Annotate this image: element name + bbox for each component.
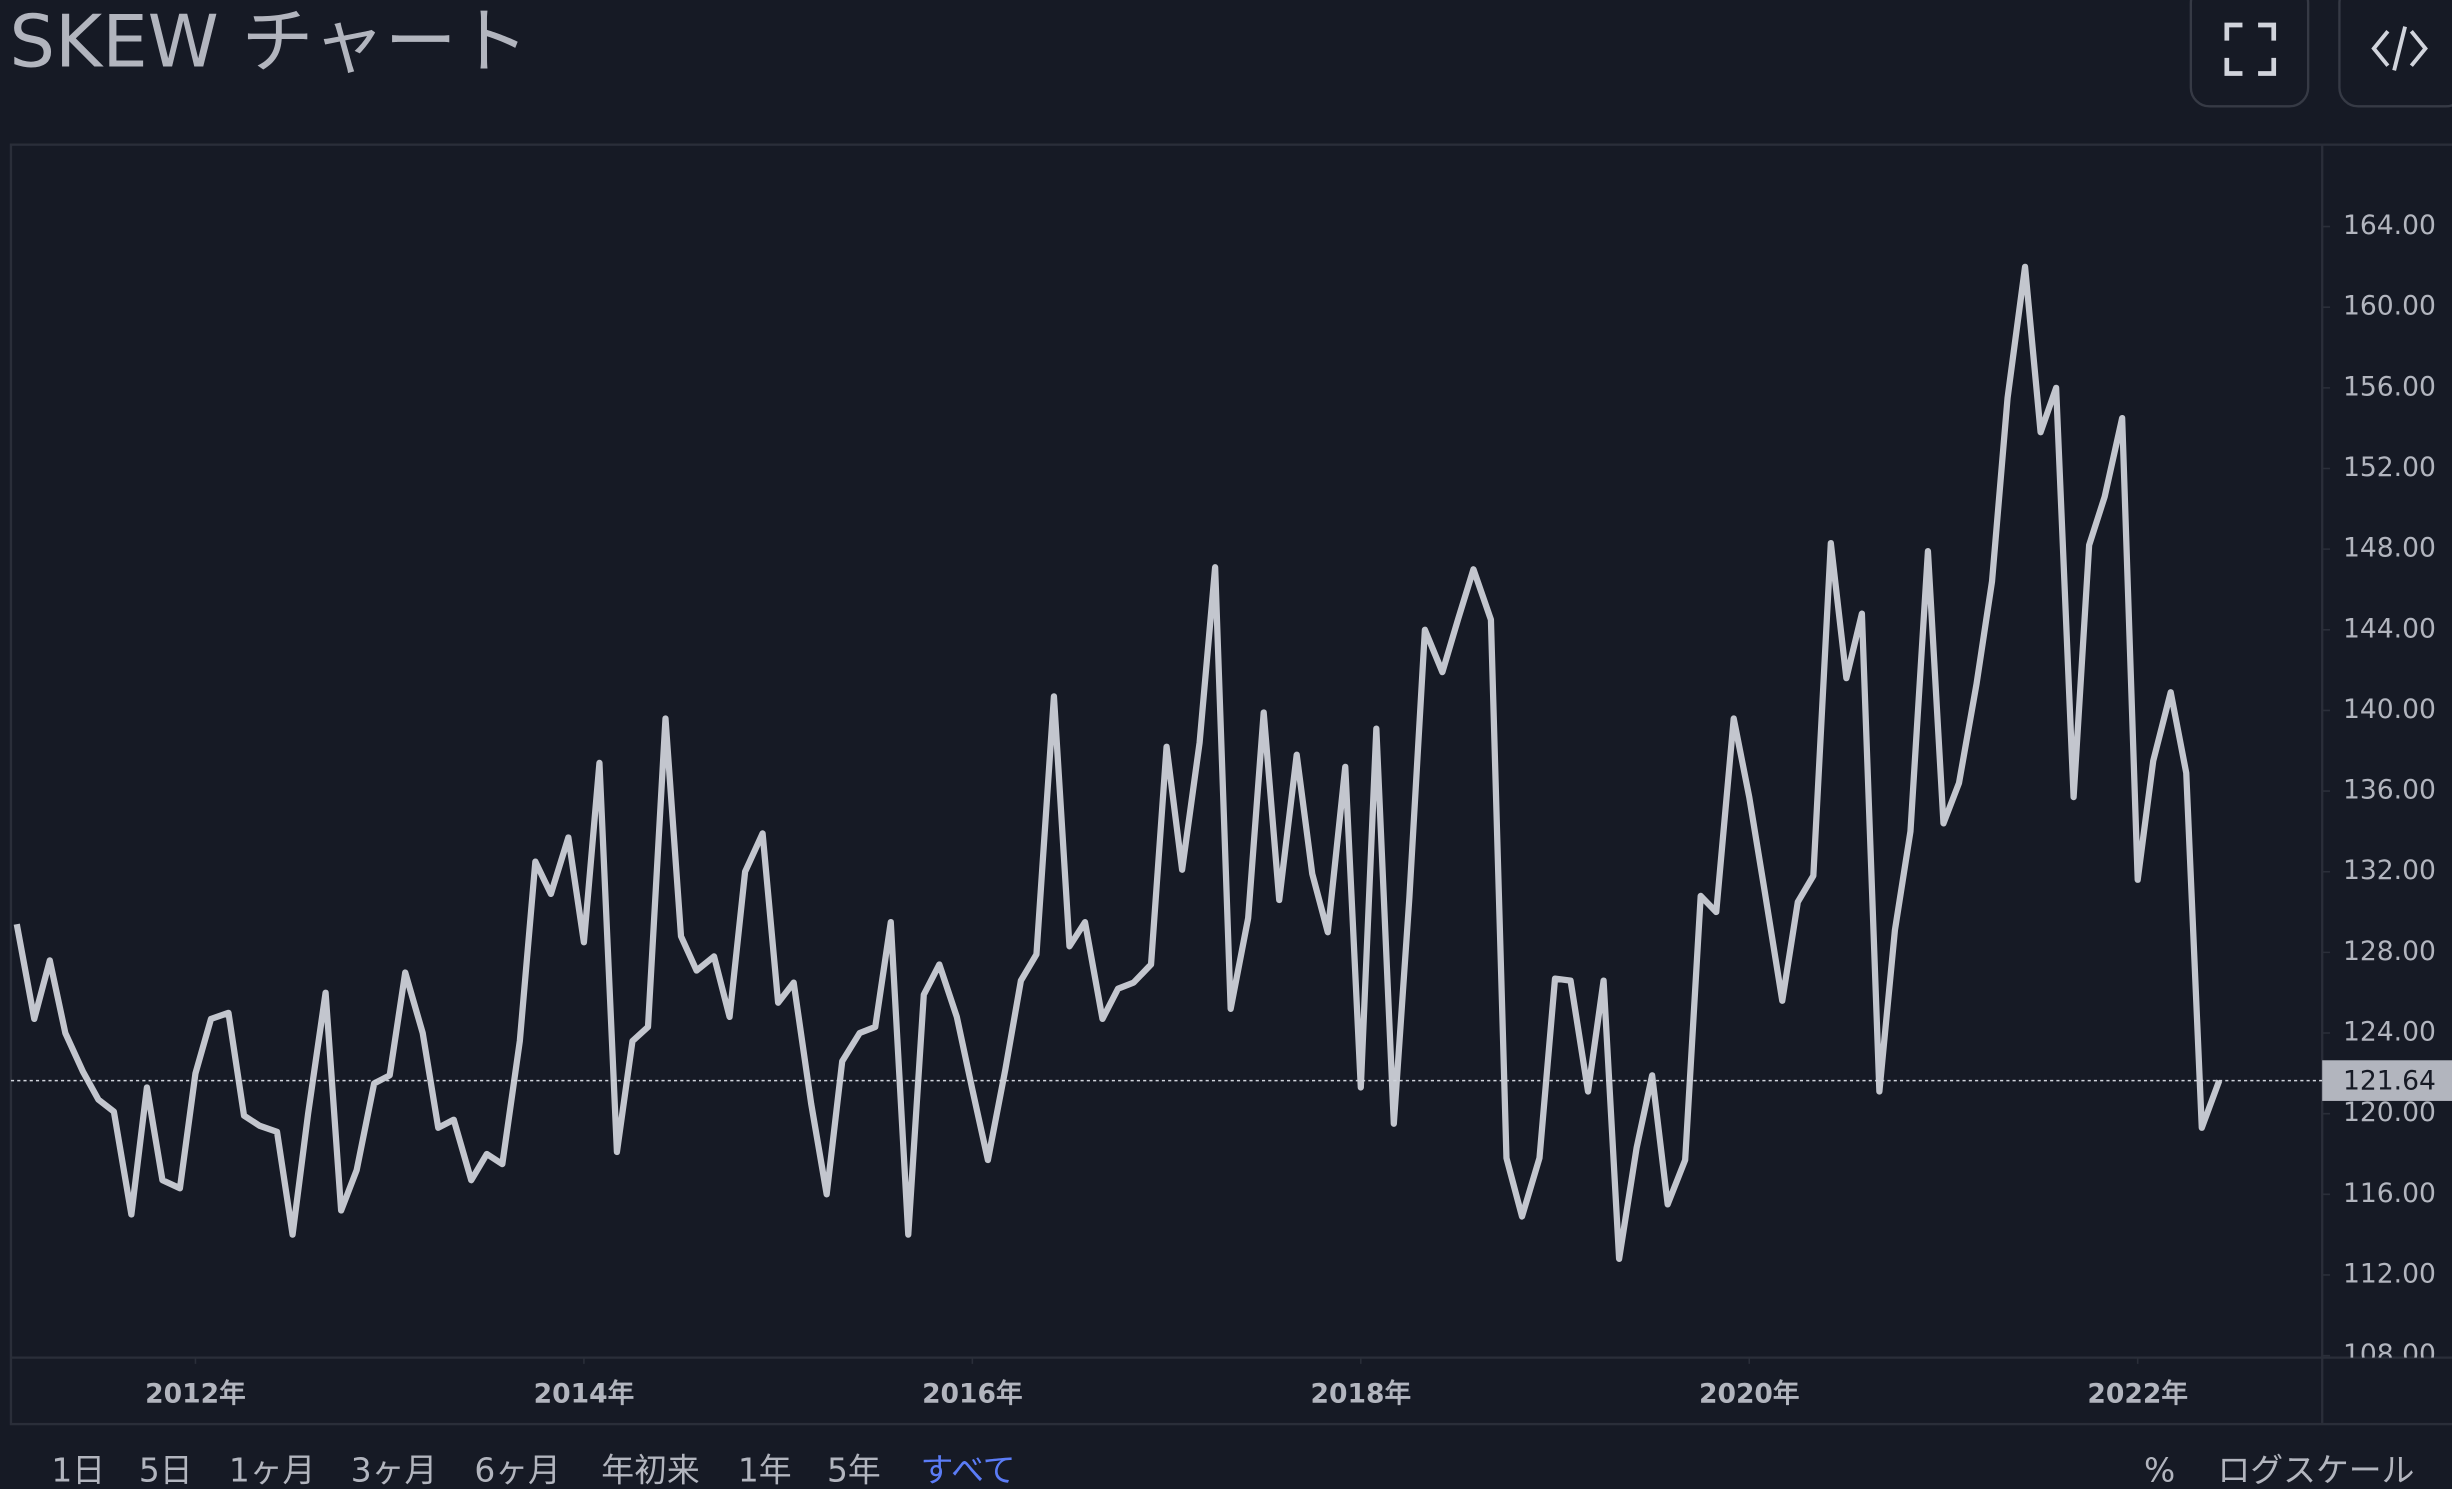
last-price-tag bbox=[2322, 1060, 2452, 1101]
range-button[interactable]: 年初来 bbox=[601, 1451, 699, 1489]
fullscreen-button[interactable] bbox=[2189, 0, 2310, 108]
range-button[interactable]: 1日 bbox=[51, 1451, 105, 1489]
chart-title: SKEW チャート bbox=[9, 0, 528, 83]
fullscreen-icon bbox=[2224, 22, 2277, 76]
y-tick-label: 156.00 bbox=[2343, 371, 2436, 402]
y-tick-label: 112.00 bbox=[2343, 1258, 2436, 1289]
x-tick-label: 2018年 bbox=[1311, 1379, 1412, 1410]
range-button[interactable]: すべて bbox=[921, 1451, 1016, 1489]
y-tick-label: 116.00 bbox=[2343, 1178, 2436, 1209]
x-tick-label: 2012年 bbox=[145, 1379, 246, 1410]
y-tick-label: 108.00 bbox=[2343, 1339, 2436, 1370]
y-tick-label: 160.00 bbox=[2343, 291, 2436, 322]
y-tick-label: 140.00 bbox=[2343, 694, 2436, 725]
chart-panel bbox=[9, 143, 2452, 1426]
x-tick-label: 2014年 bbox=[534, 1379, 635, 1410]
range-button[interactable]: 5日 bbox=[139, 1451, 193, 1489]
range-button[interactable]: 1ヶ月 bbox=[229, 1451, 316, 1489]
embed-icon bbox=[2371, 26, 2428, 71]
range-button[interactable]: 1年 bbox=[738, 1451, 792, 1489]
y-tick-label: 152.00 bbox=[2343, 452, 2436, 483]
last-price-label: 121.64 bbox=[2343, 1066, 2436, 1097]
y-tick-label: 124.00 bbox=[2343, 1017, 2436, 1048]
range-button[interactable]: 3ヶ月 bbox=[351, 1451, 438, 1489]
range-button[interactable]: 6ヶ月 bbox=[474, 1451, 561, 1489]
y-tick-label: 144.00 bbox=[2343, 613, 2436, 644]
y-tick-label: 148.00 bbox=[2343, 533, 2436, 564]
percent-button[interactable]: % bbox=[2144, 1451, 2175, 1489]
x-tick-label: 2016年 bbox=[922, 1379, 1023, 1410]
y-tick-label: 120.00 bbox=[2343, 1097, 2436, 1128]
y-tick-label: 164.00 bbox=[2343, 210, 2436, 241]
range-button[interactable]: 5年 bbox=[827, 1451, 881, 1489]
price-line bbox=[13, 263, 2223, 1262]
embed-button[interactable] bbox=[2338, 0, 2452, 108]
y-tick-label: 136.00 bbox=[2343, 775, 2436, 806]
log-scale-button[interactable]: ログスケール bbox=[2217, 1451, 2414, 1489]
y-tick-label: 128.00 bbox=[2343, 936, 2436, 967]
x-tick-label: 2022年 bbox=[2087, 1379, 2188, 1410]
y-tick-label: 132.00 bbox=[2343, 855, 2436, 886]
x-tick-label: 2020年 bbox=[1699, 1379, 1800, 1410]
